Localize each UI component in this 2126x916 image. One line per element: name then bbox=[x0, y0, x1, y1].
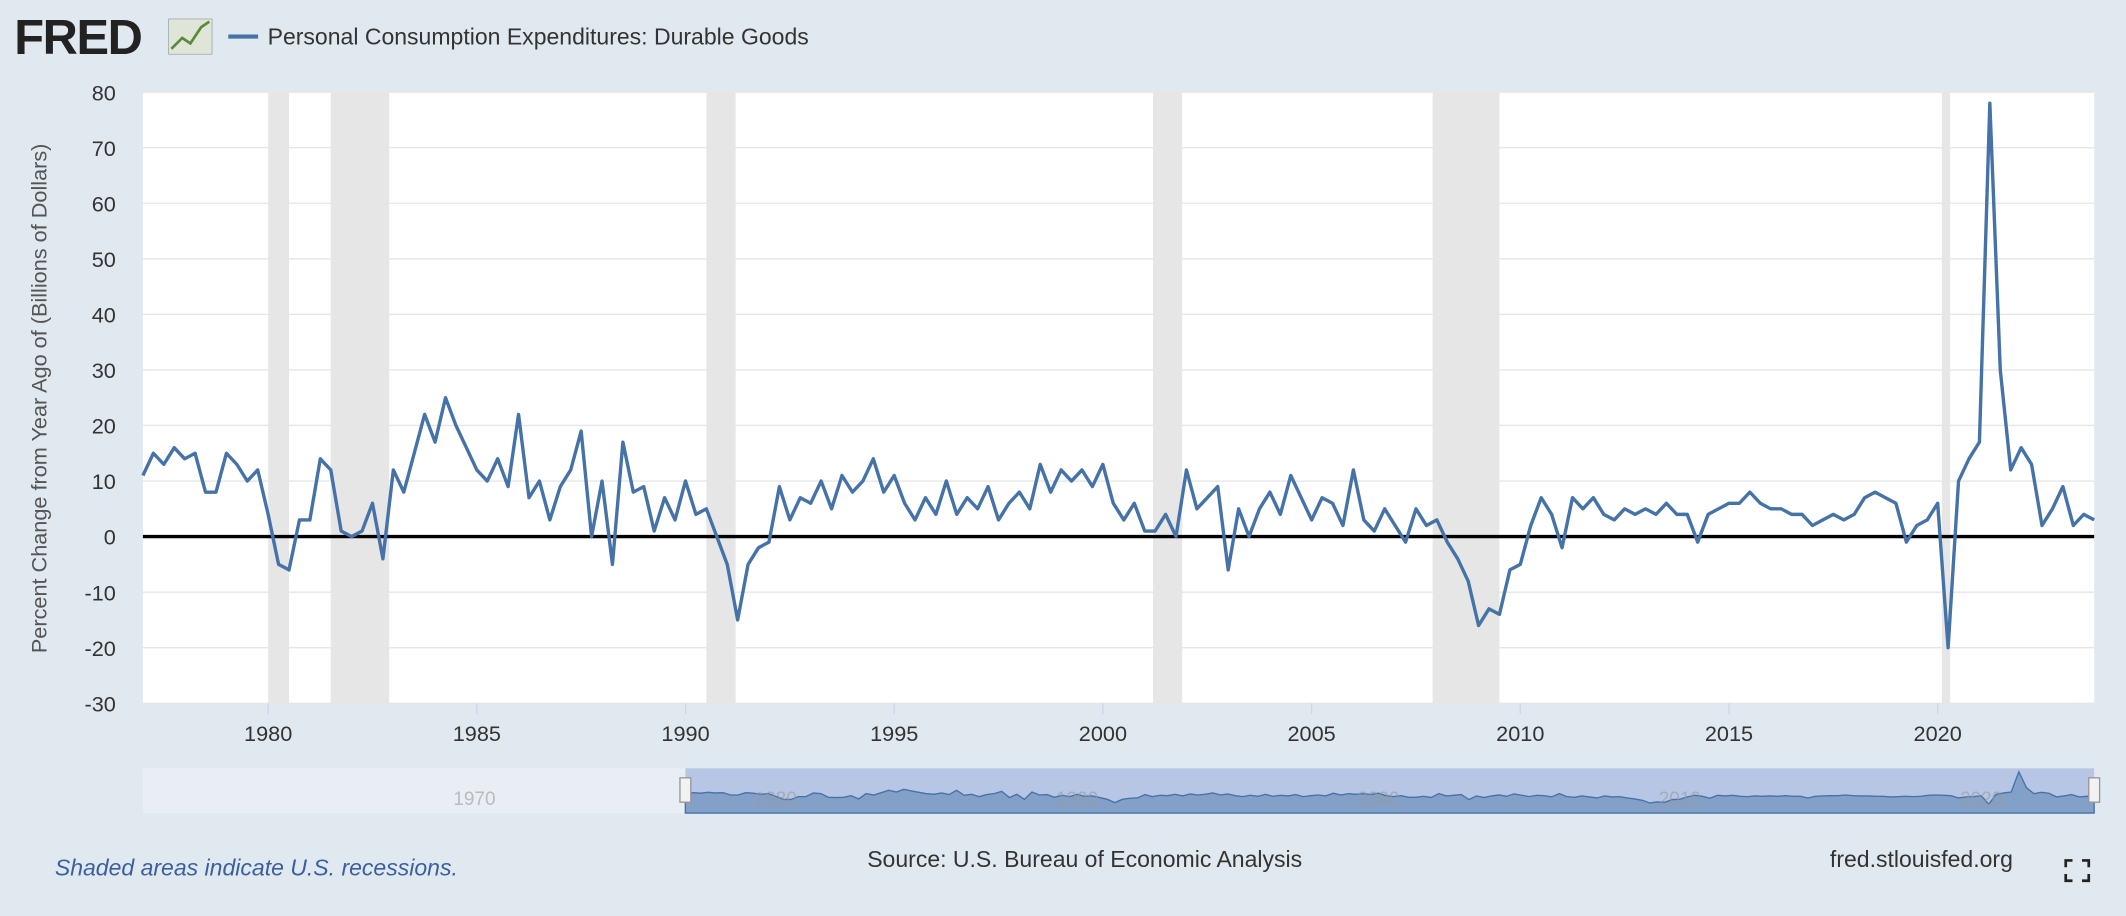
x-tick-label: 2010 bbox=[1496, 721, 1544, 746]
source: Source: U.S. Bureau of Economic Analysis bbox=[867, 846, 1302, 872]
navigator-tick-label: 2010 bbox=[1659, 789, 1701, 810]
legend-label: Personal Consumption Expenditures: Durab… bbox=[268, 24, 809, 50]
x-tick-label: 2000 bbox=[1079, 721, 1127, 746]
x-tick-label: 2005 bbox=[1287, 721, 1335, 746]
navigator-handle[interactable] bbox=[679, 777, 692, 803]
y-tick-label: 50 bbox=[92, 247, 116, 272]
y-tick-label: 70 bbox=[92, 136, 116, 161]
y-tick-label: 60 bbox=[92, 191, 116, 216]
recession-note: Shaded areas indicate U.S. recessions. bbox=[55, 854, 458, 880]
y-tick-label: 30 bbox=[92, 358, 116, 383]
logo-icon bbox=[168, 18, 213, 55]
recession-band bbox=[1941, 92, 1951, 704]
y-tick-label: 0 bbox=[104, 525, 116, 550]
recession-band bbox=[706, 92, 736, 704]
x-tick-label: 2020 bbox=[1914, 721, 1962, 746]
recession-band bbox=[1432, 92, 1500, 704]
fullscreen-icon[interactable] bbox=[2064, 859, 2091, 883]
y-tick-label: 80 bbox=[92, 80, 116, 105]
y-tick-label: -10 bbox=[85, 580, 116, 605]
y-tick-label: -20 bbox=[85, 636, 116, 661]
x-tick-label: 1980 bbox=[244, 721, 292, 746]
series-line bbox=[141, 101, 2095, 650]
recession-band bbox=[1152, 92, 1183, 704]
navigator-tick-label: 1970 bbox=[453, 789, 495, 810]
navigator-tick-label: 2000 bbox=[1357, 789, 1399, 810]
y-axis-label: Percent Change from Year Ago of (Billion… bbox=[27, 144, 52, 654]
navigator-area bbox=[684, 769, 2095, 814]
recession-band bbox=[330, 92, 390, 704]
navigator-tick-label: 2020 bbox=[1960, 789, 2002, 810]
y-tick-label: 40 bbox=[92, 302, 116, 327]
y-tick-label: 20 bbox=[92, 414, 116, 439]
plot-area bbox=[142, 92, 2095, 704]
navigator-handle[interactable] bbox=[2088, 777, 2101, 803]
navigator-tick-label: 1980 bbox=[755, 789, 797, 810]
y-tick-label: 10 bbox=[92, 469, 116, 494]
navigator-tick-label: 1990 bbox=[1056, 789, 1098, 810]
logo: FRED bbox=[14, 11, 141, 65]
x-tick-label: 1995 bbox=[870, 721, 918, 746]
x-tick-label: 1990 bbox=[661, 721, 709, 746]
x-tick-label: 2015 bbox=[1705, 721, 1753, 746]
x-tick-label: 1985 bbox=[453, 721, 501, 746]
navigator-selection bbox=[685, 768, 2095, 814]
y-tick-label: -30 bbox=[85, 691, 116, 716]
recession-band bbox=[268, 92, 290, 704]
site: fred.stlouisfed.org bbox=[1830, 846, 2013, 872]
